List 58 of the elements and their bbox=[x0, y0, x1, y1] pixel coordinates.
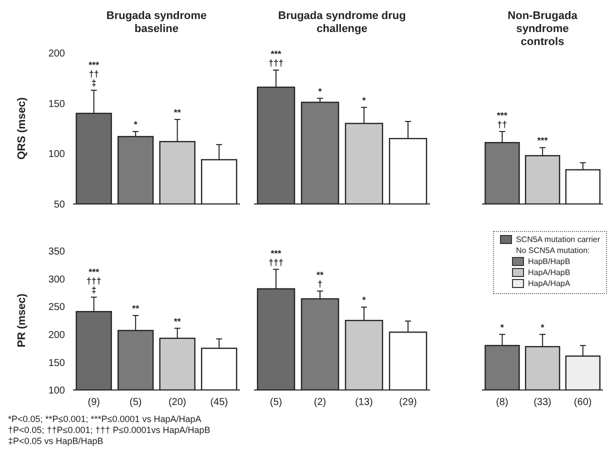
annotation: ** bbox=[174, 316, 182, 326]
x-tick-label: (13) bbox=[355, 397, 373, 408]
annotation: †† bbox=[497, 120, 508, 130]
y-axis-title: QRS (msec) bbox=[16, 96, 28, 160]
y-tick-label: 150 bbox=[48, 98, 66, 110]
annotation: *** bbox=[537, 136, 548, 146]
x-tick-label: (9) bbox=[88, 397, 100, 408]
annotation: ††† bbox=[86, 276, 102, 286]
x-tick-label: (33) bbox=[534, 397, 552, 408]
y-tick-label: 250 bbox=[48, 302, 66, 314]
legend-title: No SCN5A mutation: bbox=[516, 246, 591, 255]
annotation: ‡ bbox=[91, 78, 96, 88]
annotation: *** bbox=[270, 248, 282, 258]
y-tick-label: 350 bbox=[48, 246, 66, 258]
legend-label: HapA/HapB bbox=[528, 268, 570, 277]
annotation: ‡ bbox=[91, 285, 96, 296]
y-tick-label: 150 bbox=[48, 358, 66, 369]
x-tick-label: (5) bbox=[270, 397, 282, 408]
annotation: *** bbox=[88, 60, 100, 70]
y-tick-label: 300 bbox=[48, 274, 66, 286]
legend-label: HapA/HapA bbox=[528, 279, 570, 288]
chart-title: Brugada syndrome drug challenge bbox=[277, 10, 407, 36]
x-tick-label: (20) bbox=[168, 397, 186, 408]
annotation: ** bbox=[174, 107, 182, 118]
annotation: ** bbox=[132, 303, 140, 314]
x-tick-label: (29) bbox=[399, 397, 417, 408]
y-tick-label: 50 bbox=[54, 200, 66, 211]
text: †P<0.05; ††P≤0.001; ††† P≤0.0001vs HapA/HapB bbox=[8, 425, 212, 436]
annotation: * bbox=[362, 95, 366, 106]
x-tick-label: (60) bbox=[574, 397, 592, 408]
annotation: †† bbox=[88, 69, 99, 80]
text: ‡P<0.05 vs HapB/HapB bbox=[8, 436, 104, 447]
annotation: *** bbox=[88, 267, 100, 278]
x-tick-label: (45) bbox=[210, 397, 228, 408]
x-tick-label: (5) bbox=[130, 397, 142, 408]
y-tick-label: 200 bbox=[48, 330, 66, 341]
chart-title: Non-Brugada syndrome controls bbox=[506, 10, 578, 49]
y-tick-label: 200 bbox=[48, 48, 66, 60]
legend-label: SCN5A mutation carrier bbox=[516, 235, 600, 244]
x-tick-label: (2) bbox=[314, 397, 326, 408]
annotation: † bbox=[317, 279, 323, 290]
chart-title: Brugada syndrome baseline bbox=[105, 10, 208, 36]
annotation: * bbox=[540, 322, 545, 332]
y-tick-label: 100 bbox=[48, 149, 66, 160]
annotation: ††† bbox=[268, 58, 284, 68]
annotation: *** bbox=[270, 49, 282, 60]
text: *P<0.05; **P≤0.001; ***P≤0.0001 vs HapA/HapA bbox=[8, 414, 202, 425]
annotation: ††† bbox=[268, 257, 284, 268]
y-tick-label: 100 bbox=[48, 386, 66, 397]
annotation: * bbox=[318, 86, 322, 96]
y-axis-title: PR (msec) bbox=[16, 293, 28, 348]
annotation: *** bbox=[496, 110, 508, 121]
x-tick-label: (8) bbox=[496, 397, 508, 408]
annotation: * bbox=[362, 295, 366, 306]
annotation: * bbox=[500, 322, 504, 332]
annotation: * bbox=[134, 120, 138, 130]
legend-label: HapB/HapB bbox=[528, 257, 570, 266]
annotation: ** bbox=[316, 270, 324, 280]
